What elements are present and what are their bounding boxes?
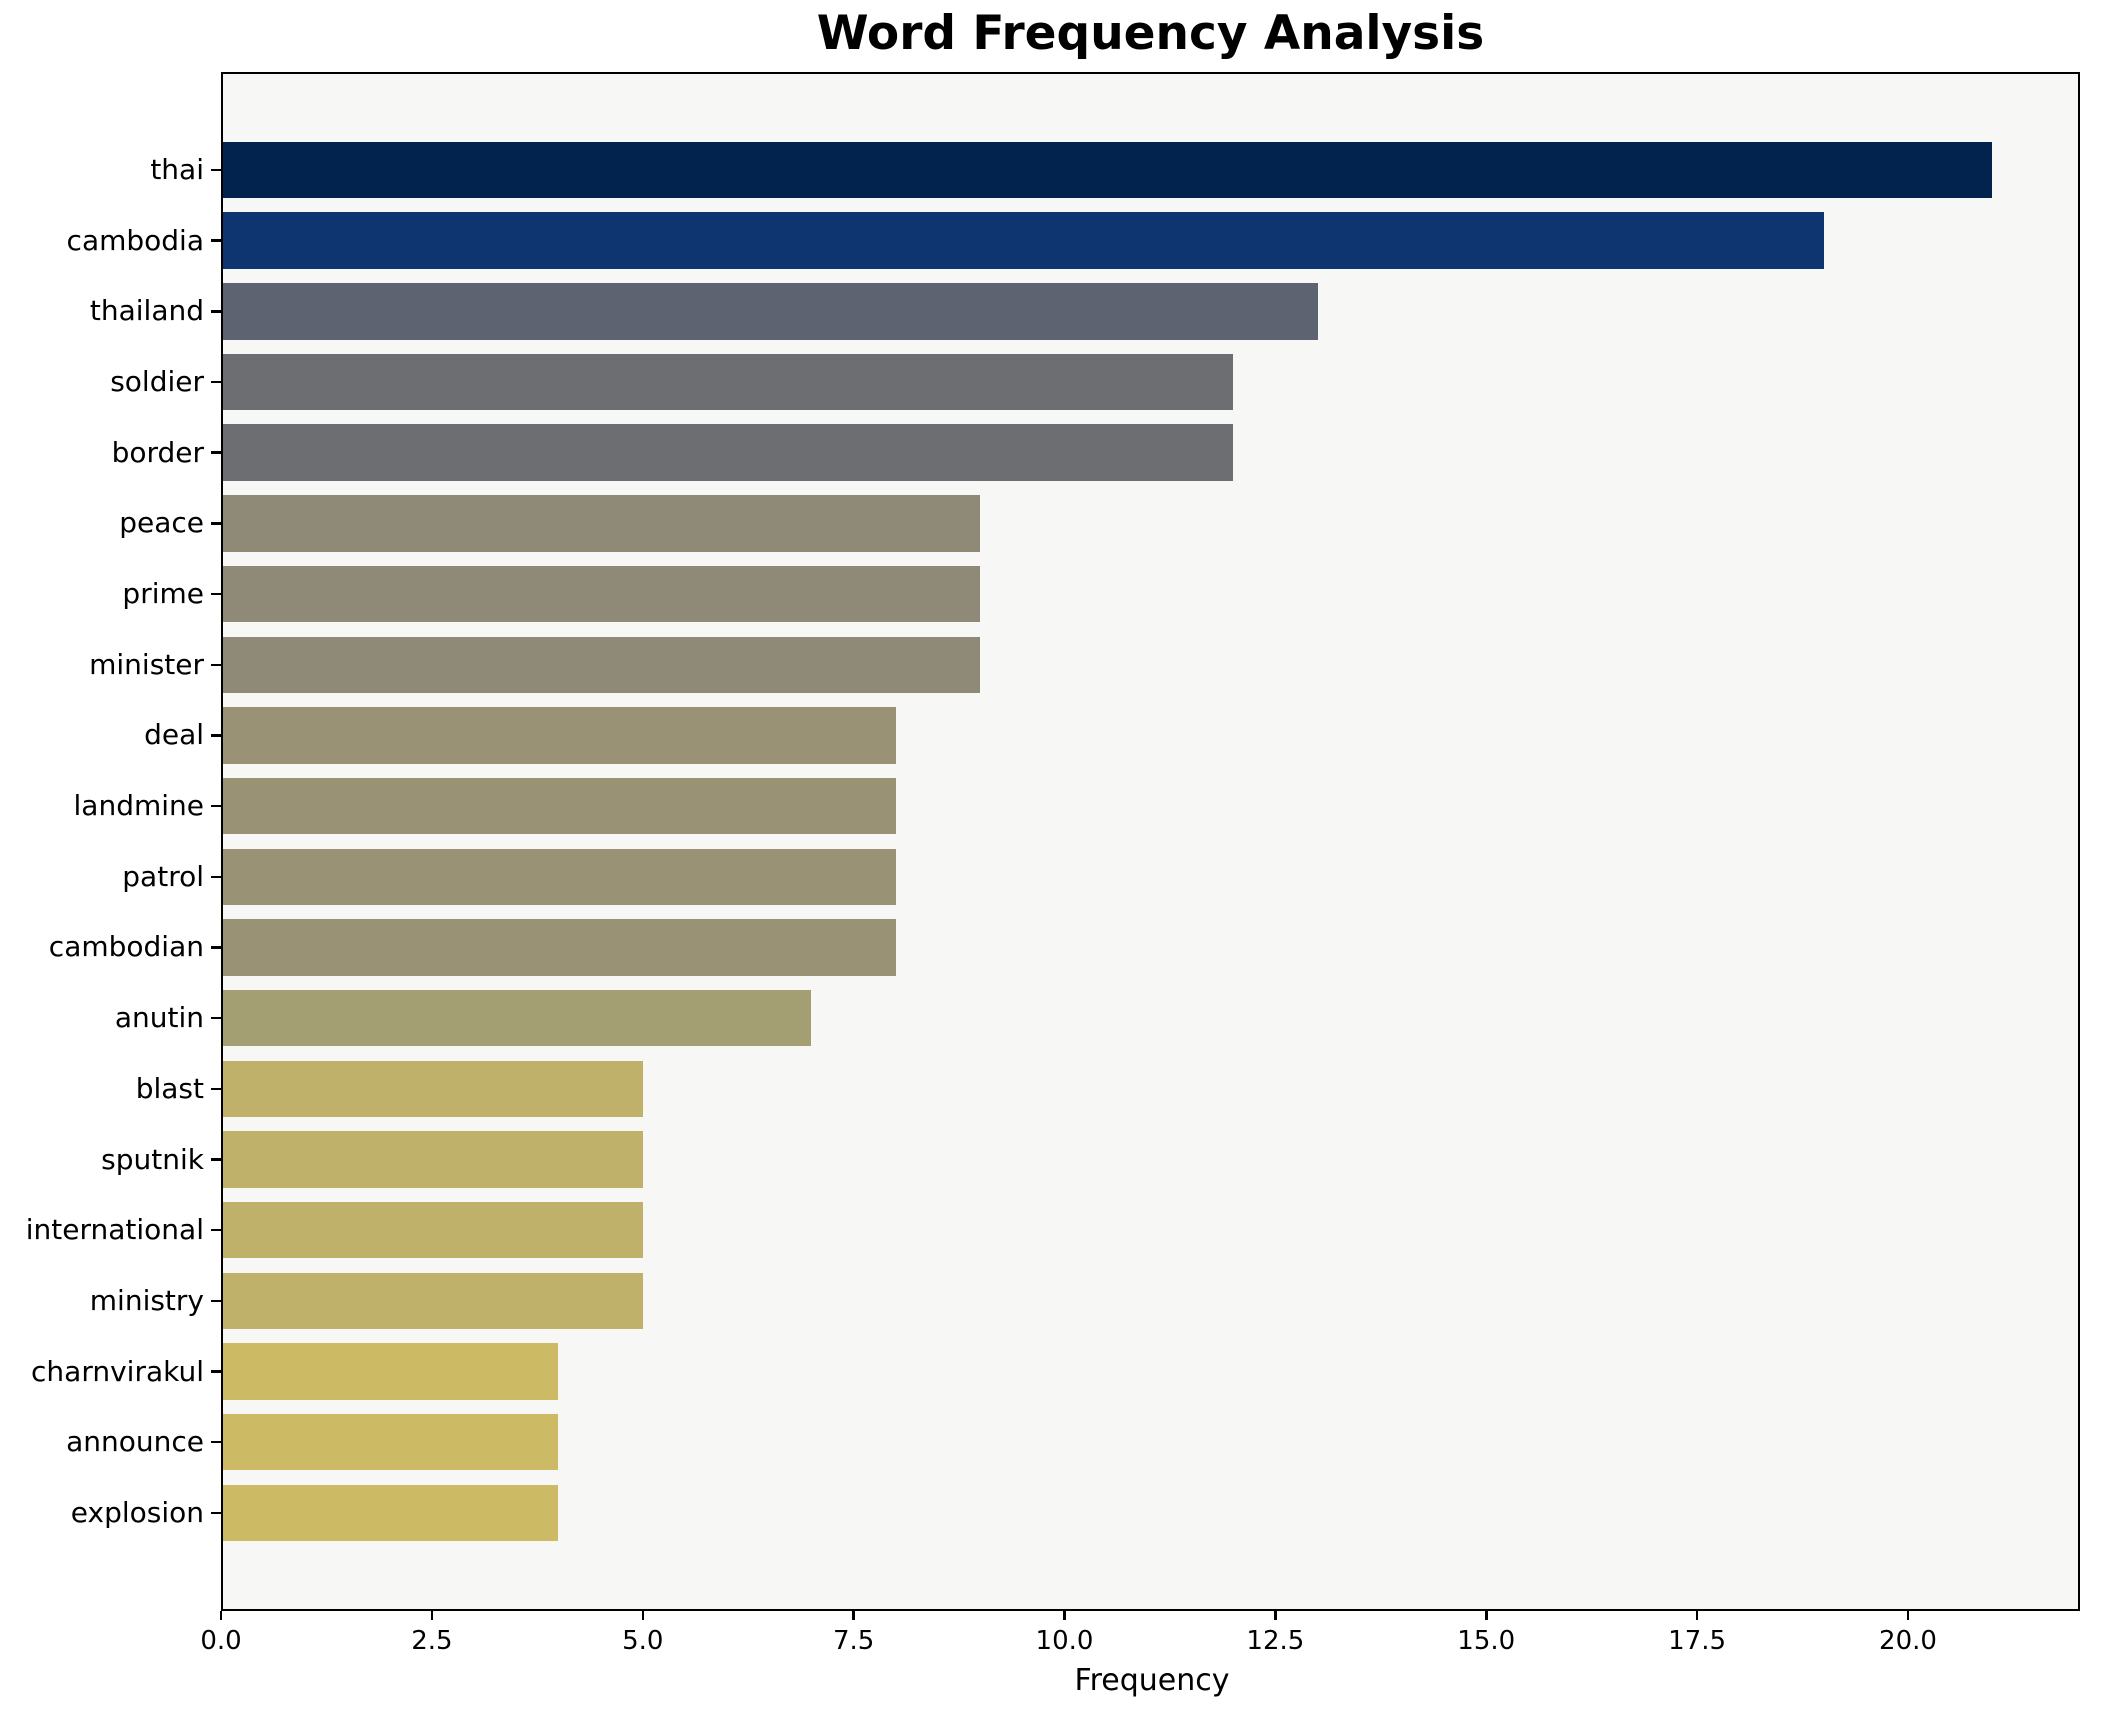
y-tick-mark [211,451,221,454]
bar-thailand [221,283,1318,340]
y-tick-label-border: border [111,435,204,469]
y-tick-label-peace: peace [119,506,204,540]
bar-soldier [221,353,1234,411]
x-tick-label: 15.0 [1457,1626,1516,1656]
x-tick-mark [430,1611,434,1620]
bar-announce [221,1413,559,1471]
chart-title: Word Frequency Analysis [816,6,1485,61]
y-tick-mark [211,1087,221,1091]
y-tick-mark [211,1158,221,1161]
y-tick-label-soldier: soldier [110,365,204,399]
y-tick-label-announce: announce [66,1425,204,1459]
y-tick-mark [211,875,221,879]
x-tick-label: 2.5 [411,1626,453,1656]
x-tick-label: 12.5 [1246,1626,1305,1656]
x-tick-mark [1063,1611,1066,1620]
y-tick-label-sputnik: sputnik [101,1142,204,1176]
y-tick-mark [211,239,221,242]
y-tick-label-explosion: explosion [70,1495,204,1529]
y-tick-label-ministry: ministry [89,1283,204,1317]
y-tick-mark [211,1016,221,1020]
x-tick-label: 20.0 [1879,1626,1937,1656]
y-tick-label-charnvirakul: charnvirakul [31,1354,204,1388]
y-tick-mark [211,804,221,808]
y-tick-label-thailand: thailand [89,294,204,328]
y-tick-label-cambodia: cambodia [66,223,204,257]
y-tick-mark [211,1228,221,1232]
y-tick-label-minister: minister [89,647,204,681]
bar-explosion [221,1484,559,1542]
bar-peace [221,495,981,552]
y-tick-mark [211,168,221,172]
y-tick-label-blast: blast [135,1071,204,1105]
bar-border [221,424,1234,481]
y-tick-label-anutin: anutin [114,1001,204,1035]
x-tick-mark [1274,1611,1277,1620]
y-tick-mark [211,1440,221,1444]
y-tick-label-international: international [25,1213,204,1247]
bar-ministry [221,1272,643,1330]
y-tick-label-deal: deal [144,718,204,752]
bar-landmine [221,777,896,835]
x-tick-mark [1485,1611,1488,1620]
bar-international [221,1201,643,1259]
bar-blast [221,1060,643,1118]
y-tick-mark [211,522,221,525]
x-tick-label: 17.5 [1668,1626,1727,1656]
x-tick-label: 7.5 [832,1626,875,1656]
bar-minister [221,636,981,693]
x-tick-mark [1695,1611,1699,1620]
y-tick-mark [211,1370,221,1373]
y-tick-label-landmine: landmine [73,789,204,823]
y-tick-mark [211,380,221,384]
x-tick-mark [1906,1611,1910,1620]
bar-prime [221,565,981,623]
bar-anutin [221,989,812,1047]
x-tick-label: 5.0 [622,1626,664,1656]
y-tick-mark [211,663,221,666]
x-tick-label: 0.0 [200,1626,242,1656]
y-tick-mark [211,592,221,596]
bar-thai [221,141,1993,199]
bar-cambodia [221,212,1824,269]
bar-patrol [221,848,896,906]
y-tick-mark [211,946,221,949]
bar-sputnik [221,1131,643,1188]
bar-cambodian [221,919,896,976]
y-tick-label-cambodian: cambodian [48,930,204,964]
y-tick-label-patrol: patrol [122,859,204,893]
x-tick-mark [219,1611,223,1620]
bar-charnvirakul [221,1343,559,1400]
x-axis-label: Frequency [1074,1663,1230,1698]
y-tick-mark [211,734,221,737]
y-tick-label-thai: thai [150,153,204,186]
y-tick-mark [211,1511,221,1515]
y-tick-mark [211,310,221,313]
x-tick-mark [641,1611,644,1620]
x-tick-mark [852,1611,855,1620]
y-tick-mark [211,1299,221,1303]
x-tick-label: 10.0 [1035,1626,1094,1656]
bar-deal [221,707,896,764]
y-tick-label-prime: prime [122,577,204,611]
